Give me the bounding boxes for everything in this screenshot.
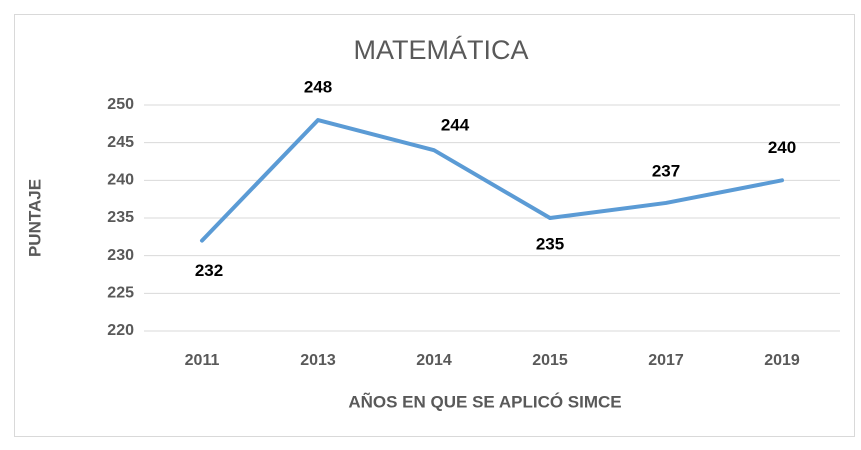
y-axis-label: PUNTAJE bbox=[25, 179, 44, 257]
data-label: 240 bbox=[768, 138, 796, 157]
x-tick-label: 2015 bbox=[532, 352, 568, 369]
x-tick-label: 2013 bbox=[300, 352, 336, 369]
data-label: 235 bbox=[536, 234, 564, 253]
data-label: 237 bbox=[652, 161, 680, 180]
x-tick-label: 2017 bbox=[648, 352, 684, 369]
x-tick-label: 2019 bbox=[764, 352, 800, 369]
y-tick-label: 225 bbox=[107, 285, 134, 302]
data-label: 248 bbox=[304, 78, 332, 97]
y-tick-label: 250 bbox=[107, 96, 134, 113]
y-tick-label: 220 bbox=[107, 322, 134, 339]
chart-title: MATEMÁTICA bbox=[354, 35, 529, 65]
data-label: 244 bbox=[441, 116, 470, 135]
y-tick-label: 230 bbox=[107, 247, 134, 264]
chart-border bbox=[14, 14, 855, 437]
data-line bbox=[200, 118, 784, 243]
data-label: 232 bbox=[195, 261, 223, 280]
y-tick-label: 245 bbox=[107, 134, 134, 151]
x-tick-label: 2011 bbox=[185, 352, 220, 369]
y-tick-label: 235 bbox=[107, 209, 134, 226]
x-tick-label: 2014 bbox=[416, 352, 452, 369]
x-axis-label: AÑOS EN QUE SE APLICÓ SIMCE bbox=[348, 391, 621, 411]
y-tick-label: 240 bbox=[107, 172, 134, 189]
